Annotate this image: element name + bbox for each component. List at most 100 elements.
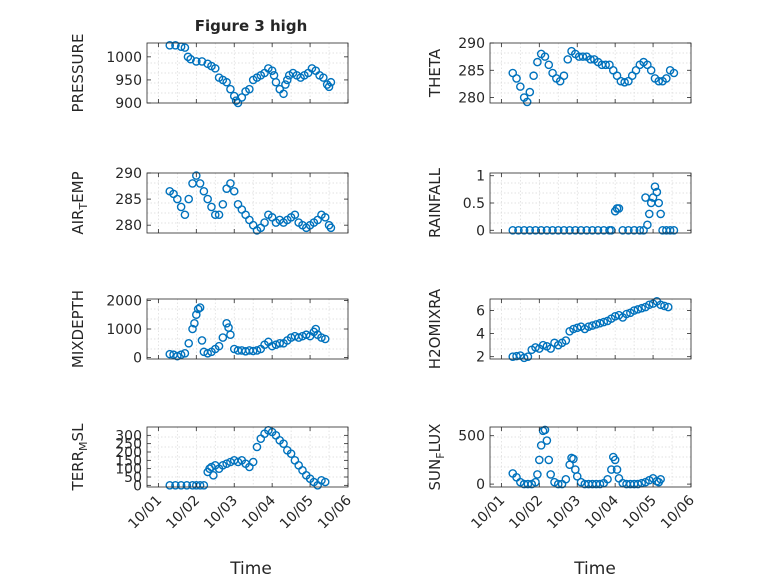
- x-tick-label: 10/05: [277, 493, 317, 533]
- panel-air_temp: 280 285 290 AIRTEMP: [69, 166, 349, 235]
- h2omixra-point: [584, 322, 593, 331]
- x-axis-label-left: Time: [229, 559, 272, 579]
- h2omixra-point: [663, 302, 673, 312]
- terr_msl-point: [256, 434, 266, 443]
- y-tick-label: 1000: [106, 322, 142, 338]
- x-tick-label: 10/02: [163, 493, 203, 533]
- pressure-point: [183, 52, 193, 62]
- pressure-point: [192, 57, 201, 66]
- y-tick-label: 280: [115, 218, 142, 234]
- theta-point: [586, 55, 595, 64]
- sun_flux-y-label: SUNFLUX: [426, 424, 447, 491]
- h2omixra-point: [599, 317, 609, 327]
- rainfall-point: [593, 225, 603, 235]
- terr_msl-point: [279, 439, 288, 448]
- terr_msl-point: [209, 471, 218, 480]
- h2omixra-point: [656, 300, 665, 310]
- terr_msl-point: [286, 449, 296, 458]
- theta-point: [662, 74, 671, 83]
- h2omixra-point: [629, 306, 639, 315]
- y-tick-label: 6: [476, 304, 485, 320]
- pressure-point: [324, 82, 334, 92]
- mixdepth-point: [294, 333, 303, 342]
- axes-frame: [489, 426, 692, 488]
- theta-point: [533, 57, 542, 67]
- mixdepth-point: [165, 349, 175, 359]
- y-tick-label: 250: [115, 437, 142, 453]
- sun_flux-point: [633, 479, 643, 489]
- terr_msl-point: [176, 481, 186, 490]
- air_temp-point: [173, 194, 182, 204]
- y-tick-label: 1: [476, 169, 485, 185]
- air_temp-point: [184, 194, 194, 204]
- x-axis-label-right: Time: [573, 559, 616, 579]
- mixdepth-point: [190, 318, 199, 328]
- rainfall-y-label: RAINFALL: [426, 167, 444, 238]
- theta-point: [544, 60, 554, 70]
- h2omixra-point: [588, 321, 597, 330]
- terr_msl-point: [199, 481, 209, 490]
- mixdepth-point: [214, 341, 224, 351]
- terr_msl-point: [294, 461, 303, 470]
- pressure-point: [237, 93, 247, 102]
- y-tick-label: 2000: [106, 293, 142, 309]
- pressure-point: [165, 41, 175, 50]
- theta-point: [525, 87, 535, 97]
- air_temp-point: [207, 202, 216, 212]
- y-tick-label: 1000: [106, 50, 142, 66]
- terr_msl-point: [165, 481, 175, 490]
- y-tick-label: 500: [458, 429, 485, 445]
- y-tick-label: 285: [115, 192, 142, 208]
- terr_msl-point: [248, 457, 258, 467]
- mixdepth-point: [275, 338, 285, 348]
- x-tick-label: 10/01: [125, 493, 165, 533]
- h2omixra-point: [644, 300, 654, 310]
- mixdepth-point: [195, 303, 205, 312]
- terr_msl-y-label: TERRMSL: [69, 423, 90, 492]
- h2omixra-point: [633, 305, 643, 314]
- mixdepth-point: [203, 348, 212, 358]
- mixdepth-point: [267, 341, 277, 351]
- theta-point: [578, 52, 588, 61]
- rainfall-point: [641, 193, 650, 202]
- x-tick-label: 10/04: [239, 492, 279, 532]
- y-tick-label: 0: [476, 477, 485, 493]
- sun_flux-point: [572, 472, 582, 481]
- sun_flux-point: [544, 455, 554, 465]
- figure-title: Figure 3 high: [195, 17, 308, 35]
- theta-point: [529, 71, 538, 81]
- axes-frame: [146, 42, 349, 104]
- pressure-point: [319, 73, 328, 82]
- mixdepth-point: [252, 346, 262, 355]
- rainfall-point: [624, 225, 633, 235]
- mixdepth-y-label: MIXDEPTH: [69, 290, 87, 368]
- rainfall-point: [652, 187, 662, 197]
- sun_flux-point: [603, 474, 612, 484]
- air_temp-point: [203, 194, 212, 204]
- sun_flux-point: [595, 479, 605, 489]
- rainfall-point: [618, 225, 628, 235]
- air_temp-point: [180, 210, 190, 220]
- sun_flux-point: [553, 479, 563, 489]
- terr_msl-point: [182, 481, 192, 490]
- pressure-point: [267, 66, 277, 75]
- mixdepth-point: [176, 350, 186, 360]
- h2omixra-point: [531, 343, 540, 352]
- h2omixra-point: [660, 301, 669, 311]
- rainfall-point: [571, 225, 580, 235]
- y-tick-label: 50: [124, 470, 142, 486]
- axes-frame: [489, 298, 692, 360]
- axes-frame: [146, 426, 349, 488]
- pressure-point: [279, 89, 288, 99]
- terr_msl-point: [298, 466, 307, 475]
- terr_msl-point: [320, 477, 330, 487]
- pressure-point: [283, 75, 292, 85]
- mixdepth-point: [248, 346, 258, 356]
- air_temp-point: [214, 210, 224, 220]
- rainfall-point: [656, 209, 665, 219]
- h2omixra-point: [637, 303, 646, 313]
- h2omixra-point: [622, 309, 631, 319]
- theta-point: [540, 52, 550, 61]
- theta-point: [559, 71, 569, 81]
- rainfall-point: [665, 225, 675, 235]
